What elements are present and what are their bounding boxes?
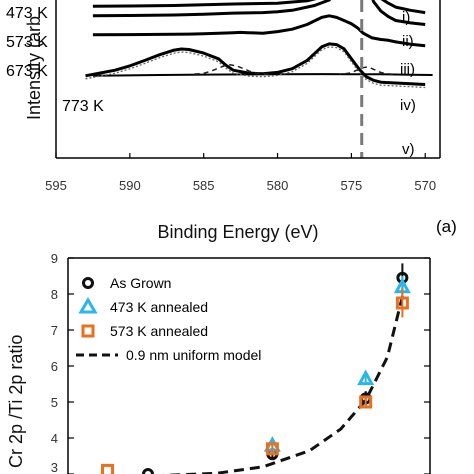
roman-label-v: v) <box>402 141 415 158</box>
legend-entry-as-grown: As Grown <box>82 275 171 291</box>
panel-b-data-points <box>101 263 411 474</box>
y-tick-label-8: 8 <box>51 287 58 302</box>
legend-label-as-grown: As Grown <box>110 275 171 291</box>
fit-component-2 <box>339 66 393 75</box>
x-tick-label-585: 585 <box>193 178 215 193</box>
point-573k-1 <box>265 442 279 456</box>
xps-curve-3 <box>92 14 426 48</box>
point-573k-0 <box>101 463 115 474</box>
xps-curve-1 <box>92 0 426 15</box>
panel-a: Intensity (arb 595 590 585 580 575 570 473 K … <box>6 0 457 242</box>
point-as-grown-0 <box>141 468 154 474</box>
y-tick-label-5: 5 <box>51 395 58 410</box>
legend-label-473k: 473 K annealed <box>110 299 208 315</box>
x-tick-label-590: 590 <box>119 178 141 193</box>
panel-a-axes <box>55 0 441 159</box>
roman-label-iv: iv) <box>400 97 416 114</box>
y-tick-label-4: 4 <box>51 431 58 446</box>
roman-label-iii: iii) <box>400 61 415 78</box>
fit-component-1 <box>191 64 269 75</box>
model-curve <box>161 293 405 474</box>
y-tick-label-7: 7 <box>51 323 58 338</box>
curve-label-673k: 673 K <box>6 63 48 80</box>
legend-entry-473k: 473 K annealed <box>78 297 208 315</box>
panel-a-curves <box>85 0 433 86</box>
y-tick-label-9: 9 <box>51 251 58 266</box>
roman-label-ii: ii) <box>402 33 414 50</box>
x-tick-label-570: 570 <box>414 178 436 193</box>
panel-a-x-ticks: 595 590 585 580 575 570 <box>45 153 436 193</box>
legend-entry-573k: 573 K annealed <box>81 323 208 339</box>
panel-b-y-axis-title: Cr 2p /Ti 2p ratio <box>6 335 26 468</box>
curve-label-773k: 773 K <box>62 98 104 115</box>
roman-label-i: i) <box>402 9 410 26</box>
legend-label-573k: 573 K annealed <box>110 323 208 339</box>
legend-marker-573k <box>81 324 95 338</box>
point-573k-2 <box>359 395 373 409</box>
y-tick-label-3: 3 <box>51 460 58 474</box>
panel-b-y-ticks: 3 4 5 6 7 8 9 <box>51 251 430 474</box>
curve-label-473k: 473 K <box>6 5 48 22</box>
x-tick-label-595: 595 <box>45 178 67 193</box>
legend-marker-473k <box>78 297 98 314</box>
curve-label-573k: 573 K <box>6 34 48 51</box>
xps-curve-2 <box>92 0 426 26</box>
panel-b-legend: As Grown 473 K annealed 573 K annealed 0… <box>76 275 261 363</box>
panel-a-y-axis-title: Intensity (arb <box>24 16 44 120</box>
x-tick-label-580: 580 <box>267 178 289 193</box>
point-573k-3 <box>395 296 409 310</box>
x-tick-label-575: 575 <box>341 178 363 193</box>
panel-b: Cr 2p /Ti 2p ratio 3 4 5 6 7 8 9 As Grown 473 … <box>6 251 431 474</box>
legend-marker-as-grown <box>82 277 94 289</box>
legend-entry-model: 0.9 nm uniform model <box>76 347 261 363</box>
panel-a-label: (a) <box>436 217 457 236</box>
panel-a-x-axis-title: Binding Energy (eV) <box>157 222 318 242</box>
panel-b-model-curve <box>161 293 405 474</box>
y-tick-label-6: 6 <box>51 359 58 374</box>
point-473k-1 <box>357 369 375 386</box>
xps-curve-5 <box>92 73 433 77</box>
legend-label-model: 0.9 nm uniform model <box>126 347 261 363</box>
panel-a-fit-components <box>85 46 426 89</box>
xps-curve-4 <box>85 42 426 86</box>
